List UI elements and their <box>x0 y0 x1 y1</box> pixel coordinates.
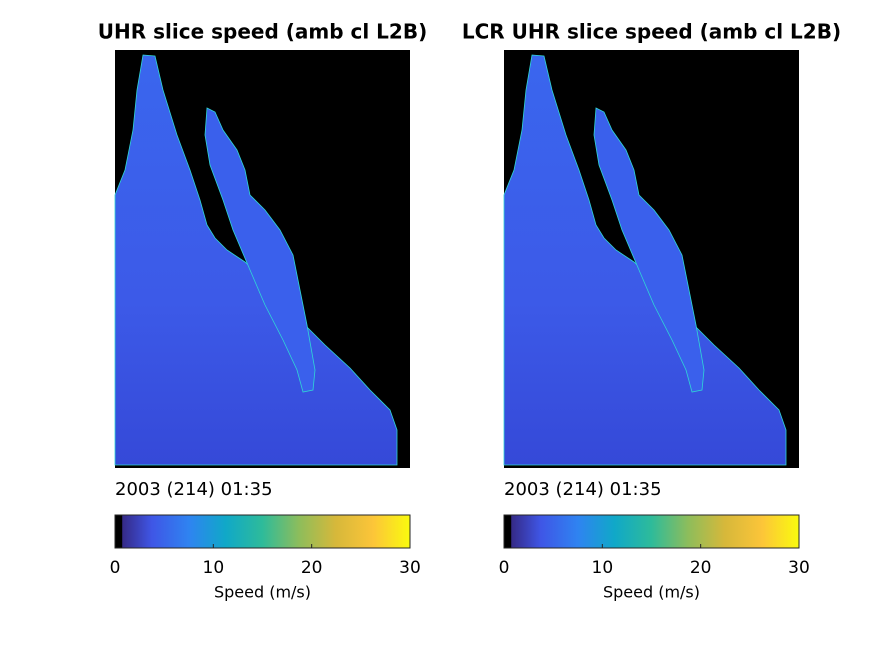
colorbar-tick-label: 0 <box>499 558 510 578</box>
image <box>114 50 410 468</box>
timestamp: 2003 (214) 01:35 <box>504 479 662 500</box>
colorbar <box>503 514 800 549</box>
colorbar-tick-label: 10 <box>203 558 225 578</box>
colorbar-tick-label: 0 <box>110 558 121 578</box>
gulf <box>204 107 316 393</box>
panel-title: LCR UHR slice speed (amb cl L2B) <box>462 20 841 44</box>
timestamp: 2003 (214) 01:35 <box>115 479 273 500</box>
colorbar-label: Speed (m/s) <box>214 583 311 602</box>
colorbar-tick-label: 10 <box>592 558 614 578</box>
colorbar-tick-label: 20 <box>301 558 323 578</box>
gulf <box>593 107 705 393</box>
colorbar-tick-label: 30 <box>788 558 810 578</box>
colorbar <box>114 514 411 549</box>
colorbar-tick-label: 20 <box>690 558 712 578</box>
colorbar-tick-label: 30 <box>399 558 421 578</box>
panel-title: UHR slice speed (amb cl L2B) <box>98 20 427 44</box>
image <box>503 50 799 468</box>
colorbar-label: Speed (m/s) <box>603 583 700 602</box>
